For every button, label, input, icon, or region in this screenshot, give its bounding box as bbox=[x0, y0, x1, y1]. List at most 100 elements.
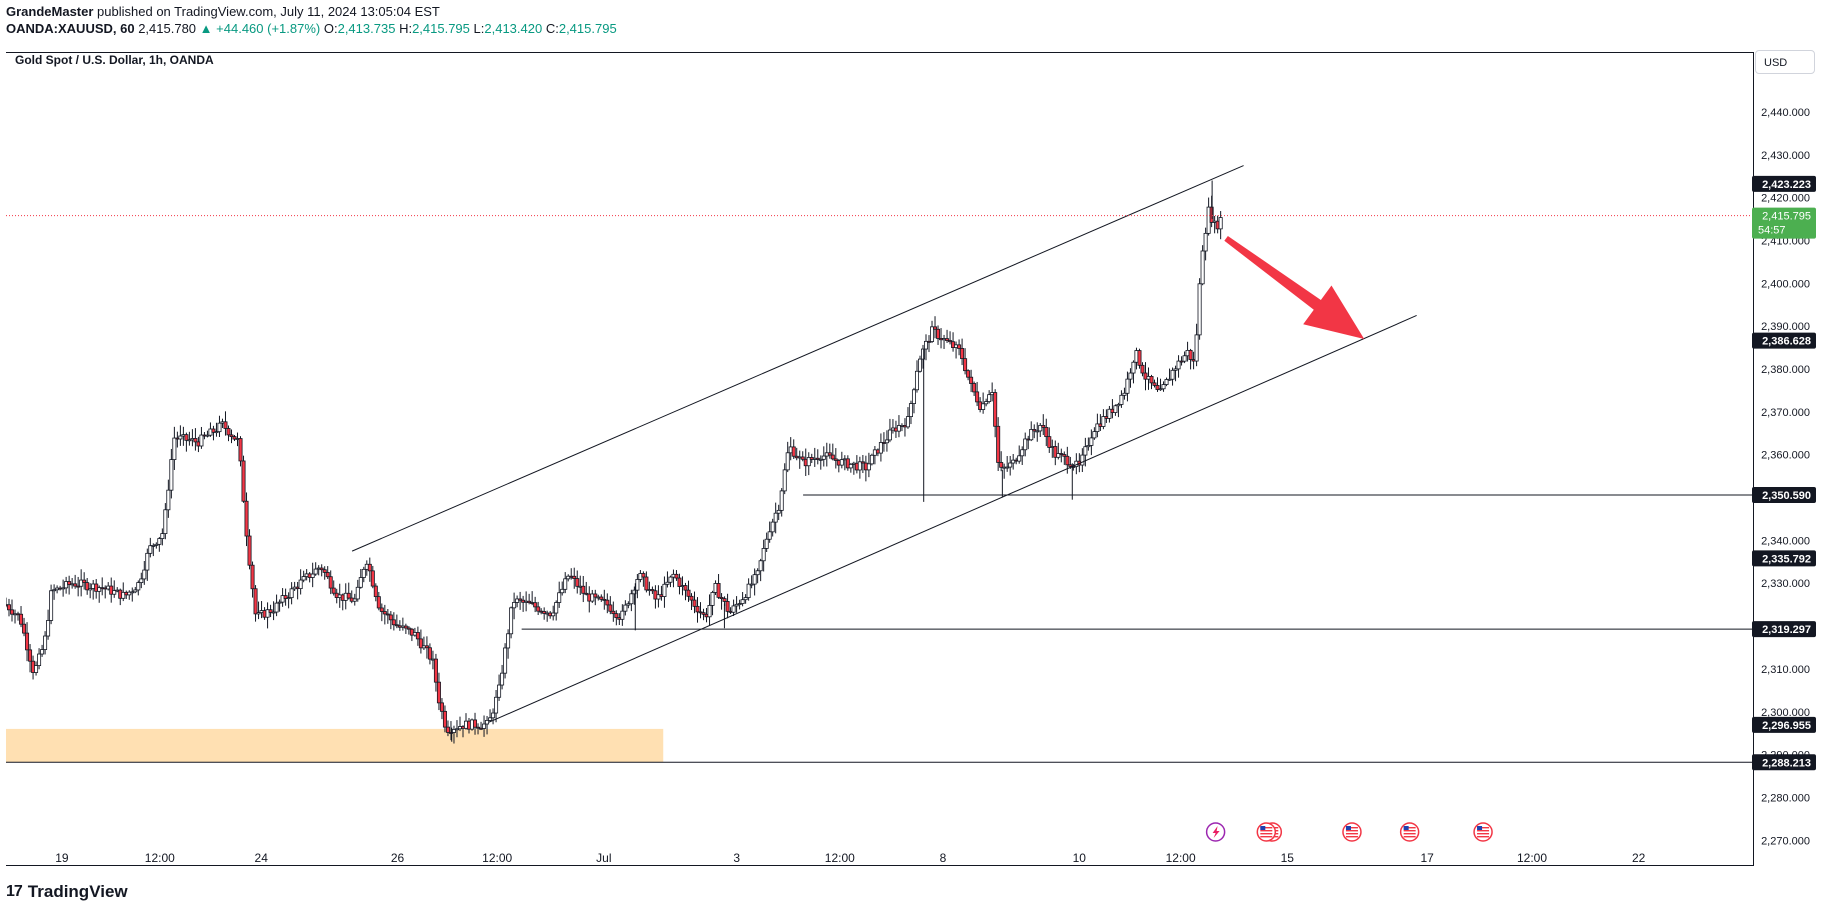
candle-down bbox=[1044, 426, 1049, 438]
y-tick-label: 2,420.000 bbox=[1761, 193, 1810, 205]
candle-down bbox=[719, 596, 724, 600]
candle-down bbox=[575, 578, 580, 587]
candle-down bbox=[800, 456, 805, 460]
candle-up bbox=[1038, 424, 1043, 432]
candle-up bbox=[743, 597, 748, 601]
candle-up bbox=[773, 512, 778, 523]
candle-down bbox=[972, 383, 977, 393]
candle-down bbox=[211, 428, 216, 433]
candle-up bbox=[930, 326, 935, 342]
price-level-tag-label: 2,335.792 bbox=[1762, 553, 1811, 565]
candle-down bbox=[641, 573, 646, 578]
candle-up bbox=[914, 370, 919, 391]
candle-up bbox=[494, 696, 499, 714]
candle-down bbox=[244, 500, 249, 537]
candle-up bbox=[626, 603, 631, 606]
chart-frame bbox=[6, 52, 1754, 866]
candle-up bbox=[1020, 449, 1025, 457]
candle-up bbox=[755, 570, 760, 576]
candle-up bbox=[61, 587, 66, 590]
candle-down bbox=[229, 434, 234, 437]
candle-up bbox=[1161, 384, 1166, 390]
demand-zone bbox=[6, 728, 664, 763]
candle-up bbox=[620, 610, 625, 620]
candle-up bbox=[806, 457, 811, 467]
flag-stripe bbox=[1345, 836, 1358, 838]
flag-stripe bbox=[1260, 833, 1273, 835]
candle-up bbox=[166, 489, 171, 511]
candle-down bbox=[232, 436, 237, 440]
price-level-tag bbox=[1752, 487, 1816, 504]
candle-down bbox=[1053, 446, 1058, 458]
flag-stripe bbox=[1403, 836, 1416, 838]
candle-down bbox=[815, 457, 820, 460]
candle-down bbox=[238, 438, 243, 462]
y-tick-label: 2,360.000 bbox=[1761, 450, 1810, 462]
candle-up bbox=[133, 589, 138, 593]
candle-down bbox=[936, 328, 941, 339]
candle-up bbox=[454, 728, 459, 731]
candle-down bbox=[247, 535, 252, 566]
tradingview-branding[interactable]: 17 TradingView bbox=[6, 882, 128, 902]
low-label: L: bbox=[473, 21, 485, 36]
candle-up bbox=[199, 434, 204, 447]
candle-up bbox=[905, 416, 910, 428]
candle-up bbox=[896, 425, 901, 432]
candle-up bbox=[277, 601, 282, 604]
candle-down bbox=[611, 610, 616, 615]
candle-down bbox=[948, 340, 953, 343]
candle-down bbox=[725, 601, 730, 612]
candle-up bbox=[848, 463, 853, 469]
candle-up bbox=[551, 612, 556, 617]
price-level-tag bbox=[1752, 754, 1816, 771]
candle-down bbox=[722, 598, 727, 602]
flag-stripe bbox=[1345, 827, 1358, 829]
candle-up bbox=[1023, 438, 1028, 451]
candle-up bbox=[352, 598, 357, 602]
candle-down bbox=[581, 585, 586, 594]
candle-up bbox=[632, 589, 637, 595]
x-tick-label: 12:00 bbox=[482, 851, 512, 865]
candle-down bbox=[226, 428, 231, 436]
author-name[interactable]: GrandeMaster bbox=[6, 4, 94, 19]
candle-up bbox=[749, 583, 754, 586]
candle-down bbox=[572, 575, 577, 579]
candle-up bbox=[1173, 368, 1178, 371]
candle-down bbox=[370, 570, 375, 587]
candle-down bbox=[996, 425, 1001, 463]
x-tick-label: 12:00 bbox=[145, 851, 175, 865]
candle-up bbox=[451, 729, 456, 733]
candle-down bbox=[476, 726, 481, 729]
candle-up bbox=[488, 717, 493, 721]
flag-stripe bbox=[1477, 827, 1490, 829]
candle-down bbox=[593, 593, 598, 598]
x-tick-label: 15 bbox=[1281, 851, 1295, 865]
candle-up bbox=[665, 581, 670, 585]
high-label: H: bbox=[399, 21, 413, 36]
candle-up bbox=[1056, 453, 1061, 458]
candle-up bbox=[770, 521, 775, 533]
candle-down bbox=[25, 632, 30, 651]
currency-button[interactable]: USD bbox=[1755, 50, 1815, 74]
candle-down bbox=[418, 638, 423, 649]
candle-up bbox=[1113, 405, 1118, 413]
candle-up bbox=[866, 463, 871, 471]
candle-down bbox=[67, 581, 72, 586]
open-label: O: bbox=[323, 21, 338, 36]
candle-up bbox=[911, 389, 916, 404]
x-tick-label: 8 bbox=[940, 851, 947, 865]
flag-stripe bbox=[1403, 830, 1416, 832]
candle-down bbox=[82, 579, 87, 584]
candle-down bbox=[533, 602, 538, 608]
candle-up bbox=[154, 543, 159, 546]
candle-up bbox=[1167, 378, 1172, 381]
candle-up bbox=[46, 620, 51, 637]
bar-countdown-label: 54:57 bbox=[1758, 225, 1786, 237]
candle-up bbox=[214, 431, 219, 434]
candle-down bbox=[1179, 360, 1184, 363]
candle-up bbox=[734, 603, 739, 607]
x-tick-label: 12:00 bbox=[1166, 851, 1196, 865]
candle-up bbox=[1131, 361, 1136, 374]
price-level-tag-label: 2,350.590 bbox=[1762, 490, 1811, 502]
